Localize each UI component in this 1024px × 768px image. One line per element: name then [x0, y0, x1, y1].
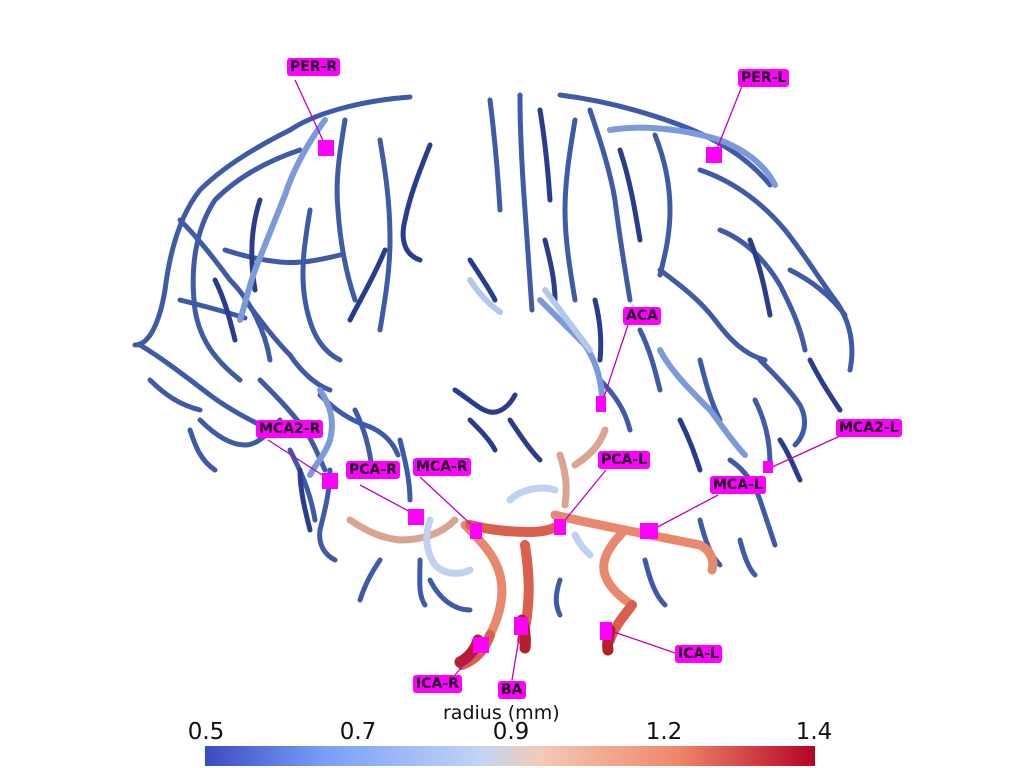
label-per-l: PER-L — [738, 69, 790, 87]
label-pca-r: PCA-R — [346, 461, 400, 479]
marker-mca-r — [470, 523, 482, 539]
marker-ba — [514, 617, 528, 635]
label-mca-l: MCA-L — [710, 476, 766, 494]
label-ica-l: ICA-L — [675, 645, 723, 663]
marker-mca-l — [640, 523, 658, 539]
marker-per-r — [318, 140, 334, 156]
marker-pca-r — [408, 509, 424, 525]
label-pca-l: PCA-L — [598, 451, 651, 469]
colorbar-tick-2: 0.9 — [492, 719, 530, 745]
marker-aca — [596, 396, 606, 412]
label-aca: ACA — [623, 307, 661, 325]
label-ba: BA — [498, 681, 526, 699]
marker-pca-l — [554, 519, 566, 535]
colorbar-tick-3: 1.2 — [645, 719, 683, 745]
colorbar-tick-0: 0.5 — [187, 719, 225, 745]
label-mca2-r: MCA2-R — [256, 420, 324, 438]
marker-mca2-l — [763, 461, 773, 473]
colorbar-gradient — [205, 746, 815, 766]
marker-per-l — [706, 147, 722, 163]
label-ica-r: ICA-R — [413, 675, 462, 693]
vessel-network — [132, 92, 855, 670]
label-mca-r: MCA-R — [413, 458, 471, 476]
colorbar-tick-4: 1.4 — [795, 719, 833, 745]
label-per-r: PER-R — [287, 58, 341, 76]
marker-ica-l — [600, 622, 612, 640]
label-mca2-l: MCA2-L — [836, 419, 902, 437]
marker-ica-r — [473, 637, 489, 653]
colorbar-tick-1: 0.7 — [339, 719, 377, 745]
colorbar-title: radius (mm) — [443, 702, 560, 724]
label-leader-lines — [267, 79, 841, 681]
marker-mca2-r — [322, 473, 338, 489]
